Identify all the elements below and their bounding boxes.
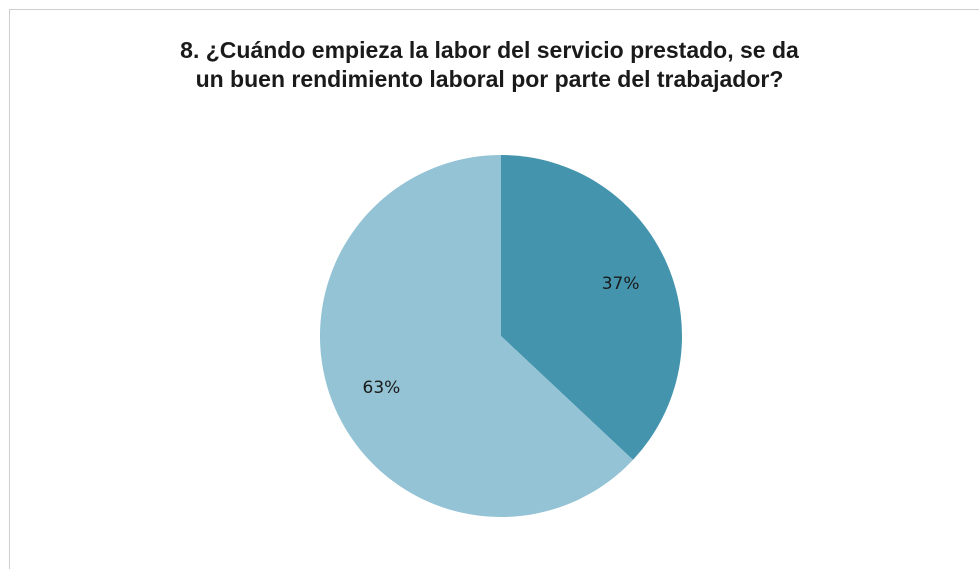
chart-title-line-1: 8. ¿Cuándo empieza la labor del servicio… [180, 37, 799, 63]
pie-slice-37 [501, 155, 682, 460]
pie-slices [319, 154, 682, 518]
pie-slice-label-37: 37% [602, 274, 640, 294]
pie-slice-63 [319, 154, 633, 518]
chart-title-line-2: un buen rendimiento laboral por parte de… [195, 66, 784, 92]
pie-labels: 37% 63% [363, 274, 640, 398]
chart-title: 8. ¿Cuándo empieza la labor del servicio… [0, 36, 979, 94]
pie-slice-label-63: 63% [363, 378, 401, 398]
